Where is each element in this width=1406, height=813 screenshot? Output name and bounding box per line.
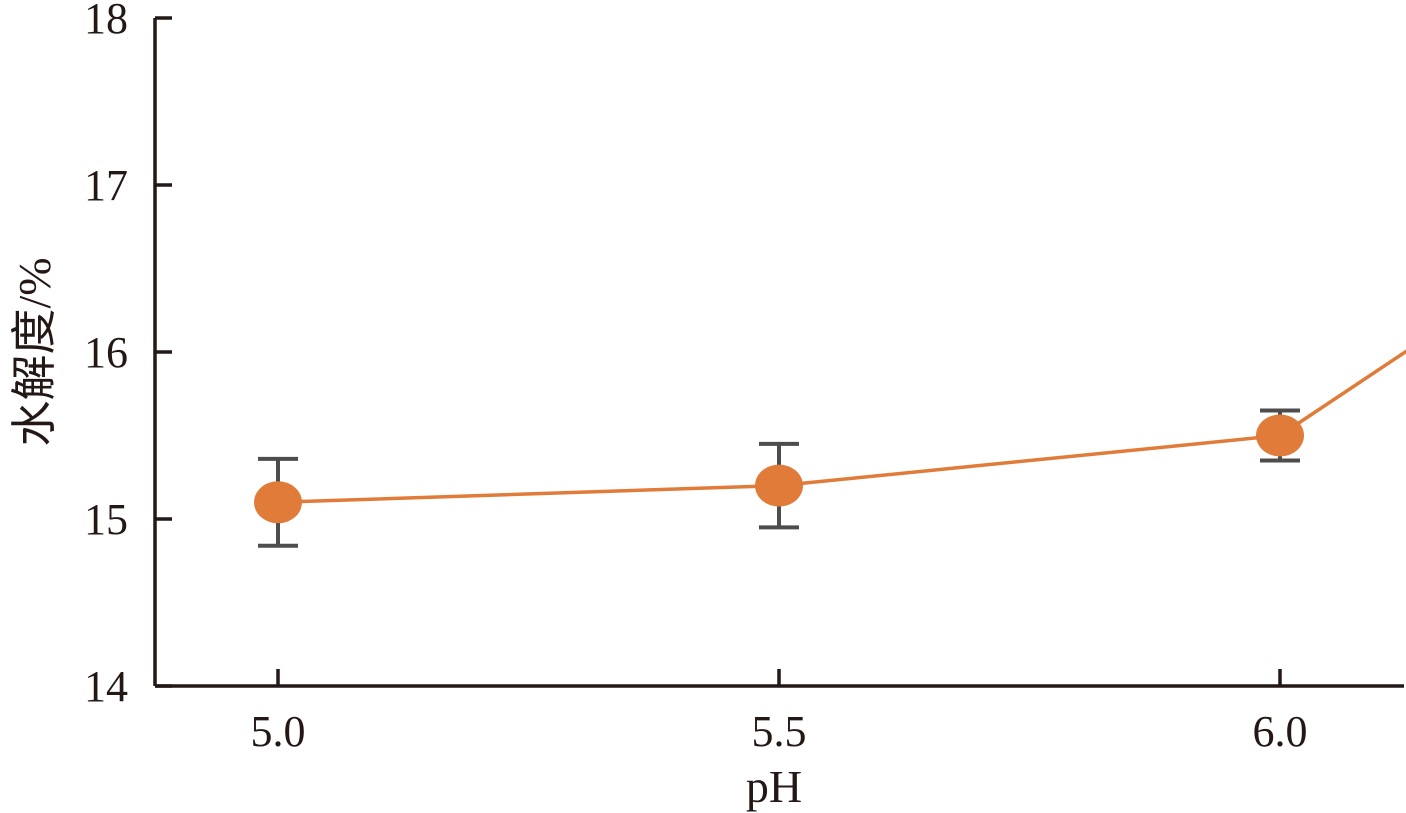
y-tick-label: 15 [84,495,128,544]
data-point [1256,414,1304,457]
x-tick-label: 6.0 [1253,707,1308,756]
x-ticks: 5.05.56.06.57.0 [251,669,1308,756]
y-axis-title: 水解度/% [9,257,60,446]
y-tick-label: 18 [84,0,128,43]
data-point [254,481,302,524]
y-tick-label: 17 [84,161,128,210]
y-tick-label: 16 [84,328,128,377]
y-tick-label: 14 [84,662,128,711]
x-axis-title: pH [746,761,802,812]
x-tick-label: 5.0 [251,707,306,756]
y-ticks: 14 15 16 17 18 [84,0,172,711]
series-line [277,349,1406,505]
x-tick-label: 5.5 [752,707,807,756]
series [254,349,1406,548]
data-point [755,464,803,507]
